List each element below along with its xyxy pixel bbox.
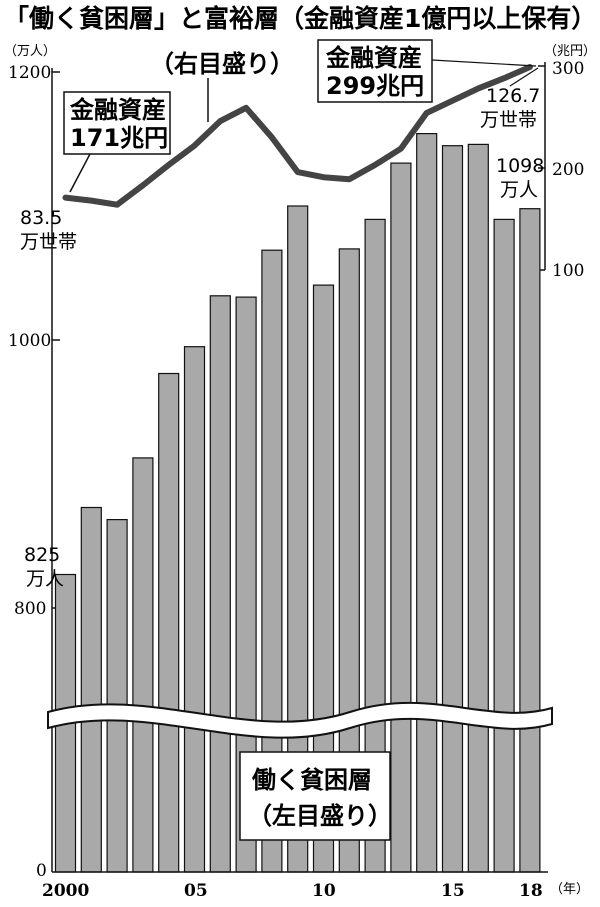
asset-point-2013 xyxy=(398,146,403,151)
end-poor-value: 1098 xyxy=(496,155,544,177)
poor-legend-sublabel: （左目盛り） xyxy=(248,802,392,830)
right-scale-label: （右目盛り） xyxy=(150,50,294,78)
asset-point-2008 xyxy=(269,135,274,140)
x-tick-05: 05 xyxy=(184,881,208,901)
start-assets-label: 金融資産 xyxy=(69,96,166,124)
asset-line-group xyxy=(62,64,533,208)
asset-point-2002 xyxy=(115,202,120,207)
bar-2005 xyxy=(183,346,206,873)
asset-point-2007 xyxy=(244,105,249,110)
end-households-unit: 万世帯 xyxy=(480,109,537,131)
start-assets-leader xyxy=(69,153,91,193)
asset-point-2017 xyxy=(502,76,507,81)
asset-point-2009 xyxy=(295,170,300,175)
right-tick-label-100: 100 xyxy=(552,261,584,281)
start-assets-value: 171兆円 xyxy=(70,124,168,152)
left-tick-label-1200: 1200 xyxy=(8,63,51,83)
end-households-value: 126.7 xyxy=(486,85,540,107)
asset-point-2010 xyxy=(321,175,326,180)
asset-point-2014 xyxy=(424,110,429,115)
x-tick-18: 18 xyxy=(519,881,543,901)
bar-2014 xyxy=(416,133,438,873)
start-poor-value: 825 xyxy=(24,544,60,566)
poor-legend-label: 働く貧困層 xyxy=(251,766,372,794)
left-axis-unit: （万人） xyxy=(4,44,56,59)
x-tick-2000: 2000 xyxy=(42,881,89,901)
bar-2018 xyxy=(519,208,541,873)
asset-point-2015 xyxy=(450,98,455,103)
end-poor-unit: 万人 xyxy=(500,179,538,201)
asset-point-2016 xyxy=(476,86,481,91)
x-tick-15: 15 xyxy=(441,881,465,901)
end-assets-value: 299兆円 xyxy=(326,72,424,100)
asset-point-2004 xyxy=(166,162,171,167)
chart-title: 「働く貧困層」と富裕層（金融資産1億円以上保有） xyxy=(4,4,596,33)
asset-point-2006 xyxy=(218,119,223,124)
left-tick-label-800: 800 xyxy=(14,599,46,619)
bar-2001 xyxy=(80,506,102,873)
start-assets-box xyxy=(63,91,171,155)
right-tick-label-200: 200 xyxy=(552,160,584,180)
end-assets-label: 金融資産 xyxy=(325,44,422,72)
bar-2013 xyxy=(390,162,412,873)
x-axis-unit: （年） xyxy=(550,882,589,897)
axis-break-wave xyxy=(47,701,553,739)
bar-2016 xyxy=(467,143,489,873)
bar-2015 xyxy=(441,145,464,873)
left-tick-label-1000: 1000 xyxy=(8,331,51,351)
right-tick-label-300: 300 xyxy=(552,59,584,79)
right-axis-unit: （兆円） xyxy=(544,44,596,59)
asset-point-2012 xyxy=(373,162,378,167)
end-households-leader xyxy=(509,67,539,87)
end-assets-box xyxy=(317,39,433,103)
asset-point-2000 xyxy=(63,195,68,200)
poor-legend-box xyxy=(239,751,391,841)
start-households-unit: 万世帯 xyxy=(20,231,77,253)
x-tick-10: 10 xyxy=(312,881,336,901)
start-households-value: 83.5 xyxy=(20,207,62,229)
start-poor-unit: 万人 xyxy=(26,568,64,590)
asset-point-2001 xyxy=(89,198,94,203)
bar-2017 xyxy=(493,218,515,873)
end-assets-leader xyxy=(431,59,537,67)
bar-2004 xyxy=(158,372,180,873)
bar-2006 xyxy=(209,295,231,873)
bar-2002 xyxy=(106,518,128,873)
asset-point-2005 xyxy=(192,143,197,148)
asset-point-2011 xyxy=(347,177,352,182)
asset-point-2003 xyxy=(140,183,145,188)
left-tick-label-0: 0 xyxy=(36,861,47,881)
bar-2003 xyxy=(132,457,154,873)
